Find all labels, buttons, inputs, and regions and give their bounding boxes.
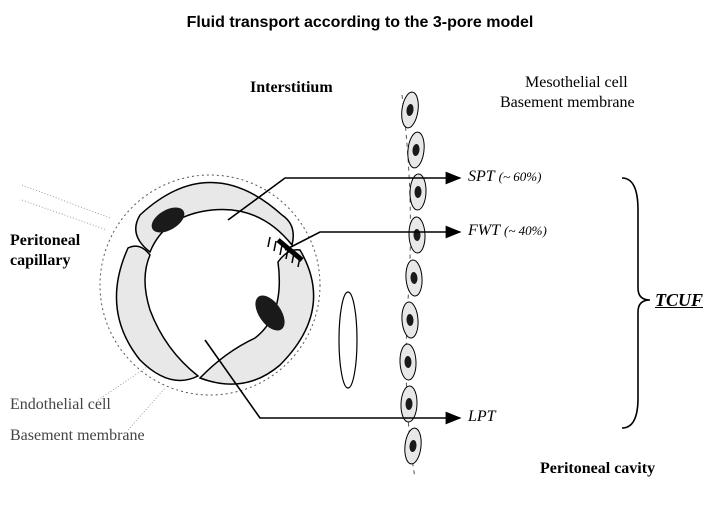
interstitium-label: Interstitium [250,79,333,97]
basement-top-label: Basement membrane [500,94,635,112]
mesothelial-label: Mesothelial cell [525,74,628,92]
lpt-label: LPT [468,408,496,426]
leader-dotted-2 [22,200,107,230]
peritoneal-cavity-label: Peritoneal cavity [540,460,655,478]
lpt-text: LPT [468,408,496,425]
tcuf-label: TCUF [655,290,703,311]
leader-basement-bottom [128,388,165,430]
spt-text: SPT [468,168,495,185]
fwt-text: FWT [468,222,500,239]
spt-label: SPT (~ 60%) [468,168,541,186]
endothelial-label: Endothelial cell [10,396,111,414]
leader-dotted-1 [22,185,110,218]
spt-pct: (~ 60%) [499,169,542,184]
peritoneal-cap-label-2: capillary [10,252,70,270]
interstitial-cell [339,292,357,388]
basement-bottom-label: Basement membrane [10,427,145,445]
endothelial-cell-2 [200,250,314,384]
fwt-pct: (~ 40%) [504,223,547,238]
peritoneal-cap-label-1: Peritoneal [10,232,80,250]
tcuf-brace [622,178,650,428]
fwt-label: FWT (~ 40%) [468,222,547,240]
endothelial-cell-3 [116,246,198,380]
leader-endothelial [98,365,150,400]
mesothelial-cells [399,91,426,465]
